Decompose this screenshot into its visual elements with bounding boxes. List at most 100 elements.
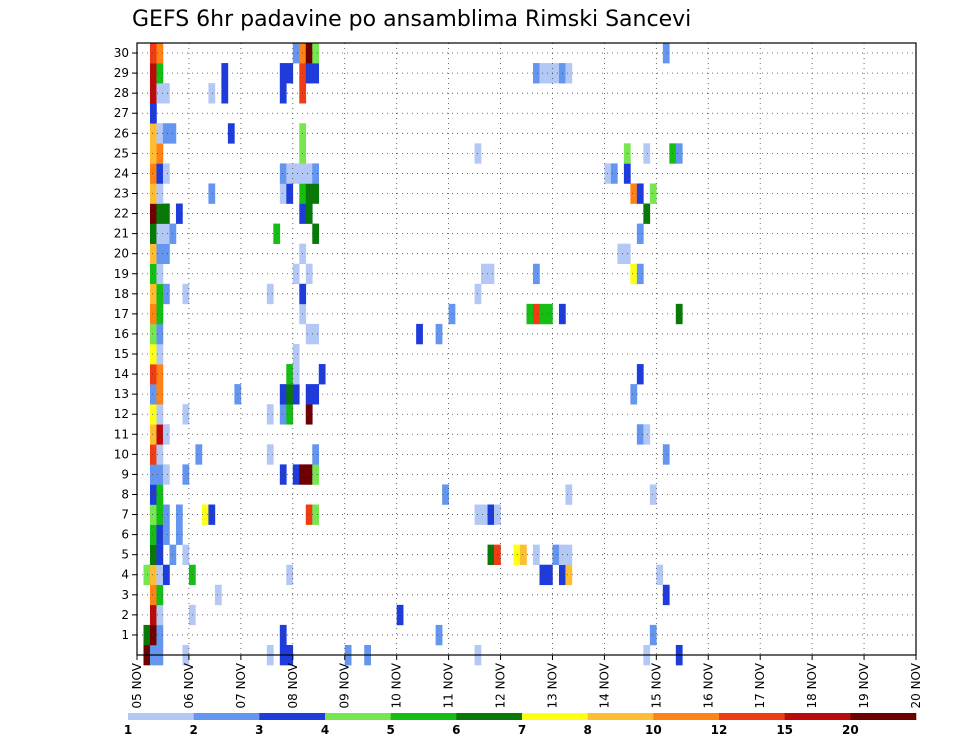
grid-lines [137, 43, 916, 655]
heatmap-cell [532, 63, 540, 84]
heatmap-cell [292, 464, 300, 485]
heatmap-cell [156, 364, 164, 385]
heatmap-cell [305, 43, 313, 64]
x-tick-label: 16 NOV [701, 662, 715, 708]
heatmap-cell [162, 83, 170, 104]
heatmap-cell [195, 444, 203, 465]
heatmap-cell [208, 83, 216, 104]
heatmap-cell [149, 163, 157, 184]
heatmap-cell [279, 183, 287, 204]
heatmap-cell [182, 544, 190, 566]
x-tick-label: 12 NOV [494, 662, 508, 708]
heatmap-cell [149, 624, 157, 646]
y-tick-label: 10 [114, 447, 129, 461]
heatmap-cell [312, 444, 320, 465]
heatmap-cell [279, 83, 287, 104]
heatmap-cell [227, 123, 235, 144]
heatmap-cell [305, 504, 313, 525]
y-tick-label: 22 [114, 207, 129, 221]
heatmap-cell [156, 323, 164, 345]
heatmap-cell [162, 524, 170, 545]
y-tick-label: 6 [121, 528, 129, 542]
heatmap-cell [221, 83, 229, 104]
heatmap-cell [675, 303, 683, 325]
x-tick-label: 19 NOV [857, 662, 871, 708]
colorbar-legend: 1 2 3 4 5 6 7 8 10 12 15 20 [124, 713, 917, 737]
heatmap-cell [552, 63, 560, 84]
heatmap-cell [305, 63, 313, 84]
heatmap-cell [675, 143, 683, 164]
y-tick-label: 4 [121, 568, 129, 582]
y-tick-label: 18 [114, 287, 129, 301]
heatmap-cell [221, 63, 229, 84]
heatmap-cell [156, 544, 164, 566]
colorbar-label: 15 [776, 723, 793, 737]
colorbar-swatch [325, 713, 391, 720]
heatmap-cell [149, 444, 157, 465]
heatmap-cell [182, 464, 190, 485]
heatmap-cell [292, 343, 300, 365]
heatmap-cell [312, 63, 320, 84]
y-axis: 1234567891011121314151617181920212223242… [114, 46, 137, 642]
y-tick-label: 17 [114, 307, 129, 321]
heatmap-cell [448, 303, 456, 325]
heatmap-cell [286, 183, 294, 204]
heatmap-cell [662, 444, 670, 465]
x-tick-label: 07 NOV [234, 662, 248, 708]
heatmap-cell [649, 624, 657, 646]
heatmap-cell [182, 283, 190, 305]
colorbar-swatch [456, 713, 523, 720]
y-tick-label: 24 [114, 166, 129, 180]
heatmap-cell [279, 384, 287, 405]
x-tick-label: 17 NOV [753, 662, 767, 708]
heatmap-cell [149, 484, 157, 505]
heatmap-cell [156, 243, 164, 265]
y-tick-label: 1 [121, 628, 129, 642]
heatmap-cell [532, 263, 540, 285]
heatmap-cell [396, 604, 404, 626]
heatmap-cell [162, 424, 170, 445]
heatmap-cell [156, 83, 164, 104]
heatmap-cell [305, 404, 313, 425]
heatmap-cell [565, 63, 573, 84]
heatmap-cell [149, 203, 157, 224]
heatmap-cell [292, 384, 300, 405]
heatmap-cell [149, 323, 157, 345]
heatmap-cell [643, 424, 651, 445]
heatmap-cell [532, 303, 540, 325]
heatmap-cell [156, 283, 164, 305]
plot-frame [136, 42, 917, 656]
colorbar-swatch [850, 713, 917, 720]
heatmap-cell [149, 343, 157, 365]
heatmap-cell [156, 604, 164, 626]
y-tick-label: 27 [114, 106, 129, 120]
heatmap-cell [312, 183, 320, 204]
y-tick-label: 26 [114, 126, 129, 140]
heatmap-cell [156, 564, 164, 586]
y-tick-label: 16 [114, 327, 129, 341]
heatmap-cell [156, 584, 164, 606]
x-tick-label: 20 NOV [909, 662, 923, 708]
heatmap-cell [156, 504, 164, 525]
heatmap-cell [636, 424, 644, 445]
heatmap-cell [286, 384, 294, 405]
heatmap-cell [286, 564, 294, 586]
heatmap-cell [312, 223, 320, 244]
heatmap-cell [162, 163, 170, 184]
y-tick-label: 28 [114, 86, 129, 100]
heatmap-cell [610, 163, 618, 184]
heatmap-cell [312, 323, 320, 345]
colorbar-swatch [653, 713, 720, 720]
heatmap-cell [520, 544, 527, 566]
heatmap-cell [208, 504, 216, 525]
heatmap-cell [143, 624, 151, 646]
heatmap-cell [149, 424, 157, 445]
heatmap-cell [643, 143, 651, 164]
y-tick-label: 20 [114, 247, 129, 261]
heatmap-cell [143, 564, 151, 586]
heatmap-cell [565, 564, 573, 586]
heatmap-cell [149, 43, 157, 64]
heatmap-cell [435, 323, 443, 345]
heatmap-cell [149, 464, 157, 485]
